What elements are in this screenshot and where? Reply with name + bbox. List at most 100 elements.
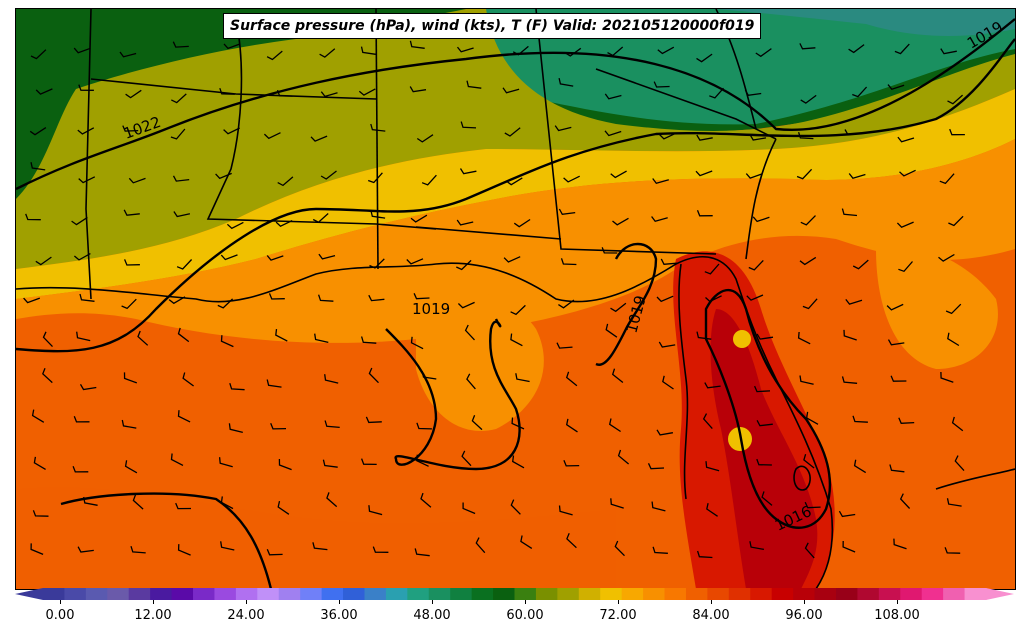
colorbar-tick-label: 84.00 [692, 608, 730, 623]
wind-barb [320, 91, 338, 98]
wind-barb [459, 168, 477, 175]
wind-barb [121, 298, 137, 310]
boundary-texas-louisiana [85, 9, 92, 300]
wind-barb [217, 298, 234, 309]
wind-barb [30, 162, 46, 171]
wind-barb [893, 538, 907, 550]
wind-barb [756, 420, 773, 427]
wind-barb [319, 48, 336, 58]
wind-barb [940, 48, 957, 55]
wind-barb [520, 535, 533, 549]
wind-barb [651, 501, 666, 512]
colorbar-swatch [878, 588, 901, 600]
wind-barb [696, 53, 713, 63]
wind-barb [370, 123, 386, 132]
isobar-1019-north [16, 38, 1015, 353]
wind-barb [886, 303, 904, 311]
colorbar-swatch [535, 588, 558, 600]
colorbar-tick-label: 0.00 [45, 608, 75, 623]
wind-barb [220, 254, 238, 261]
wind-barb [177, 410, 191, 423]
isobar-south [60, 492, 273, 589]
wind-barb [746, 294, 764, 301]
colorbar-tick-mark [339, 600, 340, 604]
colorbar-swatch [921, 588, 944, 600]
wind-barb [510, 499, 521, 515]
wind-barb [360, 458, 377, 466]
colorbar-swatch [857, 588, 880, 600]
wind-barb [706, 503, 718, 517]
wind-barb [368, 294, 385, 302]
colorbar-swatch [257, 588, 280, 600]
colorbar-tick-label: 48.00 [413, 608, 451, 623]
temp-field-yellow [16, 89, 1015, 299]
lake-okeechobee [793, 465, 811, 491]
wind-barb [797, 331, 811, 345]
colorbar-swatch [493, 588, 515, 600]
wind-barb [124, 460, 138, 474]
wind-barb [852, 86, 868, 98]
wind-barb [31, 409, 45, 423]
wind-barb [657, 46, 675, 55]
temperature-map: 1022 1019 1019 1019 1016 [16, 9, 1015, 589]
wind-barb [32, 510, 49, 517]
wind-barb [421, 174, 437, 186]
wind-barb [662, 375, 674, 390]
wind-barb [471, 414, 483, 431]
wind-barb [326, 492, 338, 508]
wind-barb [704, 382, 721, 389]
wind-barb [799, 43, 816, 50]
colorbar-tick-label: 12.00 [134, 608, 172, 623]
wind-barb [276, 89, 293, 97]
wind-barb [610, 170, 627, 179]
wind-barb [123, 209, 140, 216]
wind-barb [123, 259, 140, 266]
wind-barb [804, 501, 821, 509]
wind-barb [660, 258, 677, 265]
wind-barb [945, 303, 962, 315]
colorbar-tick-label: 24.00 [227, 608, 265, 623]
wind-barb [406, 258, 424, 265]
wind-barb [565, 418, 578, 433]
wind-barb [899, 169, 916, 177]
wind-barb [263, 132, 281, 140]
wind-barb [409, 40, 425, 49]
wind-barb [844, 129, 861, 136]
wind-barb [554, 125, 572, 132]
colorbar-swatch [171, 588, 194, 600]
wind-barb [416, 454, 429, 467]
wind-barb [948, 215, 964, 227]
wind-barb [944, 547, 961, 554]
map-panel: 1022 1019 1019 1019 1016 [15, 8, 1016, 590]
wind-barb [565, 371, 578, 387]
wind-barb [270, 423, 287, 430]
colorbar-tick-label: 72.00 [599, 608, 637, 623]
isobar-1019-panhandle [595, 242, 658, 366]
wind-barb [275, 329, 288, 342]
boundary-mississippi-alabama [375, 9, 379, 270]
wind-barb [416, 134, 434, 143]
wind-barb [696, 550, 713, 559]
wind-barb [502, 87, 520, 94]
wind-barb [800, 215, 816, 226]
wind-barb [173, 211, 191, 218]
wind-barb [702, 413, 713, 430]
isobar-1019-gulf [385, 318, 521, 471]
colorbar-extend-low [15, 588, 43, 600]
wind-barb [898, 261, 913, 273]
wind-barb [219, 87, 235, 95]
wind-barb [367, 172, 383, 184]
wind-barb [608, 418, 621, 433]
wind-barb [506, 177, 523, 186]
wind-barb [33, 456, 46, 470]
wind-barb [612, 217, 629, 226]
wind-barb [368, 367, 379, 384]
wind-barb [416, 422, 432, 430]
wind-barb [894, 43, 910, 55]
wind-barb [73, 253, 91, 261]
colorbar-extend-high [986, 588, 1014, 600]
boundary-alabama-georgia [535, 9, 717, 255]
wind-barb [614, 540, 625, 557]
wind-barb [896, 221, 914, 228]
wind-barb [696, 209, 713, 217]
